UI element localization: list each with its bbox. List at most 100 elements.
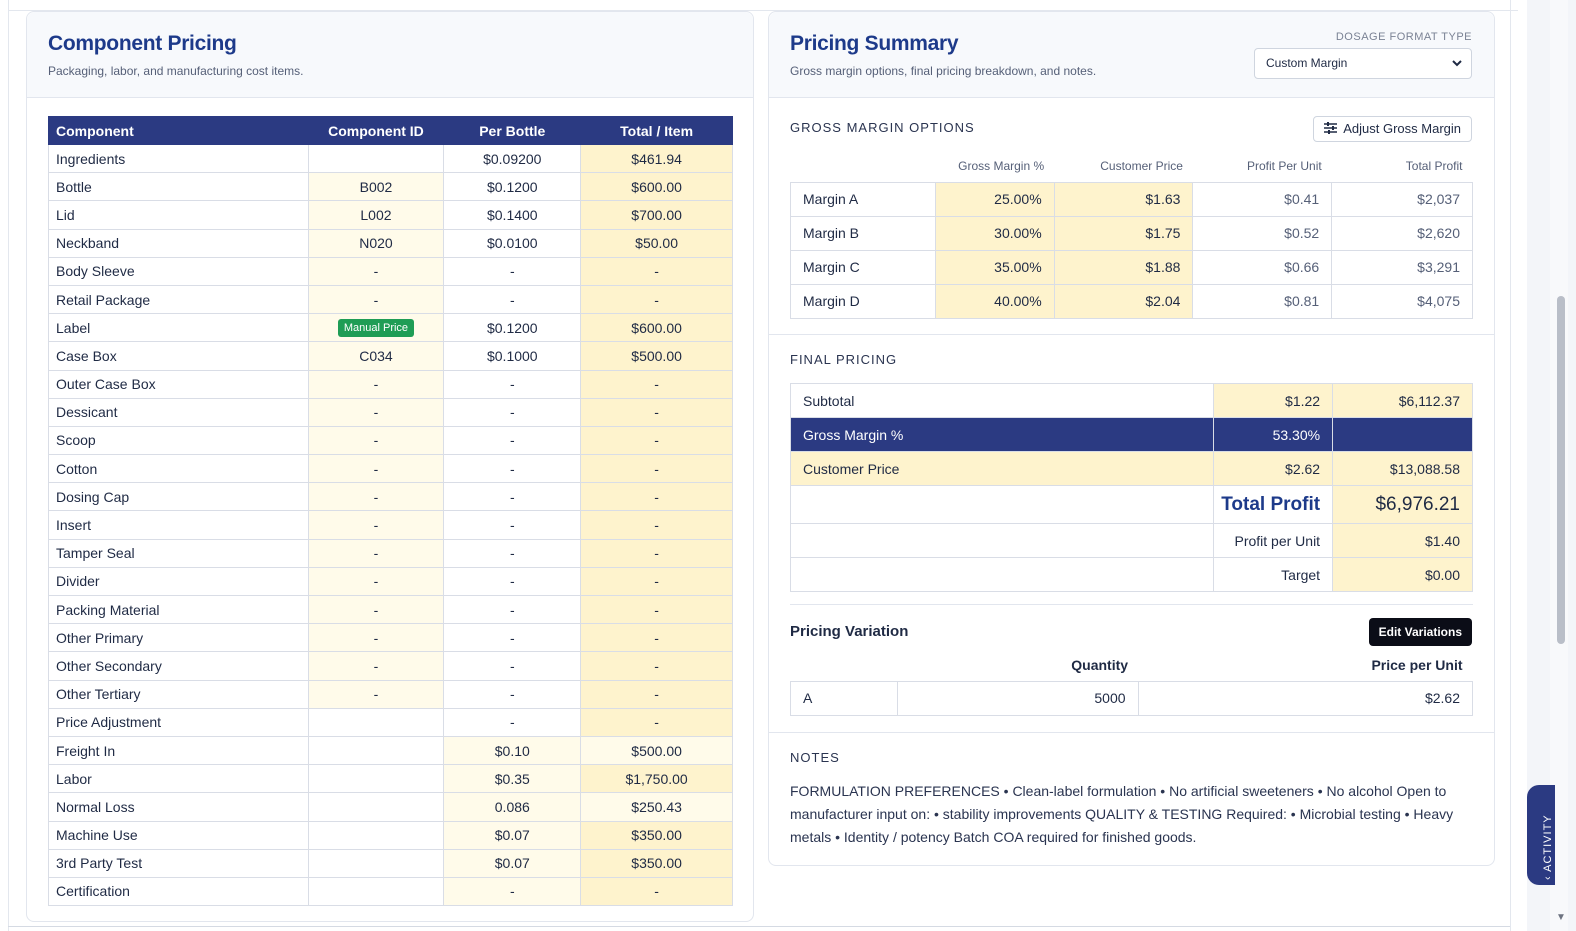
total-per-item: - (580, 482, 733, 512)
total-per-item: - (580, 566, 733, 597)
margin-profit-per-unit: $0.52 (1192, 215, 1333, 251)
per-bottle[interactable]: - (443, 707, 582, 737)
per-bottle[interactable]: - (443, 284, 582, 315)
margin-row[interactable]: Margin B 30.00% $1.75 $0.52 $2,620 (790, 215, 1473, 251)
column-header: Price per Unit (1371, 656, 1463, 673)
edit-variations-button[interactable]: Edit Variations (1368, 618, 1472, 646)
table-row: Neckband N020 $0.0100 $50.00 (48, 228, 733, 258)
margin-profit-per-unit: $0.81 (1192, 283, 1333, 319)
table-row: Dessicant - - - (48, 397, 733, 427)
total-per-item: - (580, 425, 733, 456)
per-bottle[interactable]: - (443, 510, 582, 540)
table-row: Other Tertiary - - - (48, 679, 733, 709)
margin-customer-price: $1.88 (1053, 249, 1194, 285)
per-bottle[interactable]: $0.09200 (443, 143, 582, 174)
table-row: Case Box C034 $0.1000 $500.00 (48, 341, 733, 371)
margin-row[interactable]: Margin C 35.00% $1.88 $0.66 $3,291 (790, 249, 1473, 285)
per-bottle[interactable]: $0.1400 (443, 200, 582, 230)
per-bottle[interactable]: $0.1200 (443, 172, 582, 202)
column-header[interactable]: Total / Item (580, 116, 733, 145)
per-bottle[interactable]: $0.1200 (443, 313, 582, 343)
table-row: Outer Case Box - - - (48, 369, 733, 399)
total-per-item: - (580, 538, 733, 568)
per-bottle[interactable]: 0.086 (443, 792, 582, 822)
column-header (791, 649, 898, 681)
per-bottle[interactable]: $0.35 (443, 764, 582, 794)
per-bottle[interactable]: - (443, 256, 582, 286)
margin-row[interactable]: Margin D 40.00% $2.04 $0.81 $4,075 (790, 283, 1473, 319)
total-per-item: $461.94 (580, 143, 733, 174)
per-bottle[interactable]: $0.0100 (443, 228, 582, 258)
margin-total-profit: $2,620 (1331, 215, 1473, 251)
per-bottle[interactable]: - (443, 482, 582, 512)
table-row: Bottle B002 $0.1200 $600.00 (48, 172, 733, 202)
subtotal-label: Subtotal (789, 383, 1215, 418)
pricing-summary-card: Pricing Summary Gross margin options, fi… (768, 11, 1495, 866)
pricing-variation-title: Pricing Variation (790, 623, 909, 640)
final-pricing-title: FINAL PRICING (790, 352, 898, 367)
column-header[interactable]: Component (48, 116, 309, 145)
total-per-item: $500.00 (580, 341, 733, 371)
margin-percent: 40.00% (934, 283, 1055, 319)
total-per-item: - (580, 369, 733, 399)
per-bottle[interactable]: - (443, 623, 582, 653)
total-profit-row: Total Profit $6,976.21 (789, 485, 1473, 524)
component-id (307, 764, 445, 794)
activity-tab[interactable]: ‹ ACTIVITY (1527, 785, 1555, 885)
component-name: Insert (48, 510, 309, 540)
component-id: N020 (307, 228, 445, 258)
total-per-item: - (580, 454, 733, 484)
total-per-item: - (580, 510, 733, 540)
per-bottle[interactable]: - (443, 538, 582, 568)
total-per-item: - (580, 679, 733, 709)
gross-margin-row: Gross Margin % 53.30% (789, 417, 1473, 452)
per-bottle[interactable]: - (443, 651, 582, 681)
column-header: Quantity (1071, 656, 1129, 673)
component-id (307, 792, 445, 822)
margin-customer-price: $1.63 (1053, 181, 1194, 217)
per-bottle[interactable]: - (443, 876, 582, 907)
component-id: - (307, 284, 445, 315)
column-header[interactable]: Per Bottle (443, 116, 582, 145)
subtotal-unit: $1.22 (1213, 383, 1334, 418)
dosage-format-select[interactable]: Custom Margin (1254, 48, 1472, 79)
component-name: Retail Package (48, 284, 309, 315)
component-table-header: Component Component ID Per Bottle Total … (48, 116, 733, 145)
per-bottle[interactable]: $0.07 (443, 820, 582, 850)
adjust-gross-margin-label: Adjust Gross Margin (1343, 121, 1461, 136)
component-name: Other Primary (48, 623, 309, 653)
component-name: Divider (48, 566, 309, 597)
margin-row[interactable]: Margin A 25.00% $1.63 $0.41 $2,037 (790, 181, 1473, 217)
adjust-gross-margin-button[interactable]: Adjust Gross Margin (1313, 116, 1472, 142)
per-bottle[interactable]: - (443, 369, 582, 399)
total-per-item: $700.00 (580, 200, 733, 230)
scrollbar-thumb[interactable] (1557, 296, 1565, 644)
margin-customer-price: $2.04 (1053, 283, 1194, 319)
column-header[interactable]: Component ID (307, 116, 445, 145)
per-bottle[interactable]: $0.1000 (443, 341, 582, 371)
subtotal-row: Subtotal $1.22 $6,112.37 (789, 383, 1473, 418)
per-bottle[interactable]: - (443, 425, 582, 456)
per-bottle[interactable]: - (443, 454, 582, 484)
component-table-body: Ingredients $0.09200 $461.94 Bottle B002 $0.1… (48, 143, 733, 907)
target-value[interactable]: $0.00 (1332, 557, 1473, 592)
pricing-summary-title: Pricing Summary (790, 32, 959, 55)
customer-price-row: Customer Price $2.62 $13,088.58 (789, 451, 1473, 486)
per-bottle[interactable]: - (443, 397, 582, 427)
component-id: - (307, 679, 445, 709)
per-bottle[interactable]: - (443, 594, 582, 625)
variation-quantity[interactable]: 5000 (896, 680, 1139, 716)
component-name: Price Adjustment (48, 707, 309, 737)
per-bottle[interactable]: $0.10 (443, 735, 582, 766)
scroll-down-icon[interactable]: ▼ (1556, 912, 1566, 923)
gross-margin-value[interactable]: 53.30% (1213, 417, 1334, 452)
component-name: Machine Use (48, 820, 309, 850)
component-id: - (307, 256, 445, 286)
total-per-item: - (580, 284, 733, 315)
per-bottle[interactable]: $0.07 (443, 848, 582, 878)
component-name: Lid (48, 200, 309, 230)
table-row: Retail Package - - - (48, 284, 733, 315)
component-name: Ingredients (48, 143, 309, 174)
per-bottle[interactable]: - (443, 679, 582, 709)
per-bottle[interactable]: - (443, 566, 582, 597)
